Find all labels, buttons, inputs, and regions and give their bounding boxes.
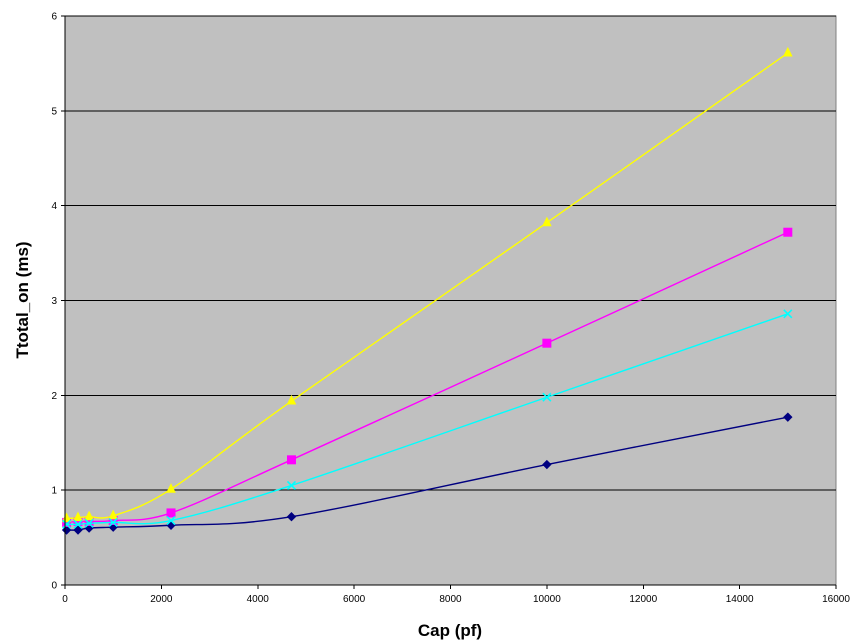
y-tick-label: 5	[51, 106, 57, 117]
y-tick-label: 1	[51, 486, 57, 497]
series-3	[61, 46, 793, 523]
x-axis-title: Cap (pf)	[418, 621, 482, 640]
series-2	[62, 227, 793, 527]
data-point	[783, 227, 793, 237]
data-point	[73, 511, 83, 522]
data-point	[166, 508, 176, 518]
axes: 0 1 2 3 4 5 6 0 2000 4000 6000 8000 10000 12000 14000 1…	[51, 12, 850, 606]
x-tick-label: 16000	[822, 594, 850, 605]
x-tick-label: 14000	[726, 594, 754, 605]
data-point	[286, 394, 297, 405]
x-tick-label: 12000	[629, 594, 657, 605]
x-tick-label: 10000	[533, 594, 561, 605]
x-tick-label: 6000	[343, 594, 366, 605]
data-point	[108, 517, 118, 527]
data-point	[542, 459, 552, 470]
data-point	[542, 216, 552, 227]
series-line	[66, 231, 789, 524]
y-tick-label: 0	[51, 581, 57, 592]
data-point	[783, 46, 793, 57]
y-tick-label: 2	[51, 391, 57, 402]
gridlines	[65, 15, 836, 491]
y-tick-label: 6	[51, 12, 57, 23]
data-point	[542, 392, 552, 402]
data-point	[286, 455, 296, 465]
data-point	[783, 309, 793, 319]
y-axis-title: Ttotal_on (ms)	[13, 241, 32, 358]
data-point	[166, 515, 176, 526]
data-point	[542, 338, 552, 348]
data-point	[783, 412, 793, 422]
data-point	[62, 519, 72, 529]
y-tick-label: 3	[51, 296, 57, 307]
data-point	[84, 510, 94, 521]
data-point	[73, 525, 83, 535]
series-line	[66, 313, 789, 526]
x-tick-label: 4000	[247, 594, 270, 605]
data-point	[286, 480, 297, 490]
series-line	[66, 416, 788, 531]
x-tick-label: 0	[62, 594, 68, 605]
data-point	[286, 512, 297, 522]
series-line	[66, 52, 789, 520]
data-point	[84, 518, 94, 528]
series-4	[62, 309, 793, 529]
data-point	[166, 483, 176, 493]
y-tick-label: 4	[51, 201, 57, 212]
data-point	[108, 509, 118, 520]
x-tick-label: 8000	[439, 594, 462, 605]
data-point	[73, 519, 83, 529]
x-tick-label: 2000	[150, 594, 173, 605]
